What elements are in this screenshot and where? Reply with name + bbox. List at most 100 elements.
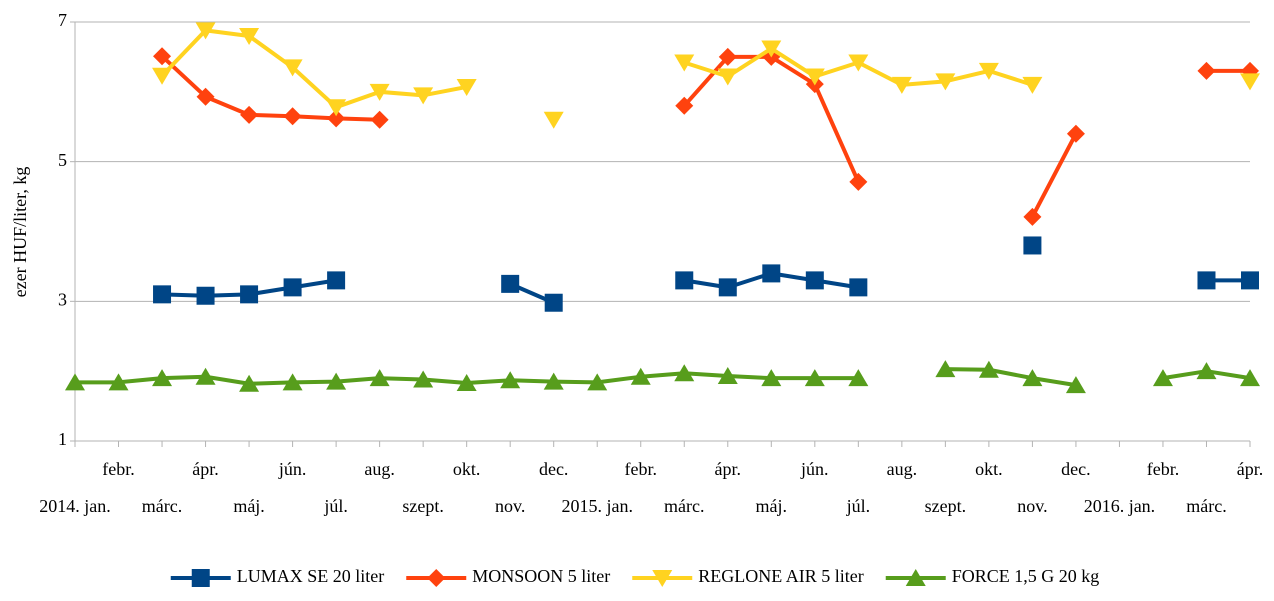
point: [544, 293, 563, 312]
point: [195, 367, 216, 385]
x-tick-label: febr.: [624, 459, 656, 479]
x-tick-label: aug.: [364, 459, 395, 479]
point: [674, 364, 695, 382]
point: [153, 47, 172, 66]
series-line: [160, 54, 1250, 218]
point: [240, 105, 259, 124]
point: [152, 369, 173, 387]
x-tick-label: jún.: [278, 459, 307, 479]
x-tick-label: máj.: [756, 496, 788, 516]
point: [1022, 76, 1043, 94]
y-tick-label: 3: [58, 289, 67, 309]
point: [456, 374, 477, 392]
point: [1196, 362, 1217, 380]
point: [282, 59, 303, 77]
point: [1022, 369, 1043, 387]
x-tick-label: dec.: [1061, 459, 1090, 479]
x-tick-label: márc.: [142, 496, 182, 516]
point: [239, 27, 260, 45]
point: [501, 274, 520, 293]
point: [1197, 61, 1216, 80]
point: [1197, 271, 1216, 290]
point: [413, 87, 434, 105]
point: [718, 47, 737, 66]
point: [848, 54, 869, 72]
point: [978, 62, 999, 80]
x-tick-label: febr.: [1147, 459, 1179, 479]
point: [500, 371, 521, 389]
legend-marker: [427, 569, 446, 587]
x-tick-label: 2015. jan.: [561, 496, 633, 516]
point: [717, 68, 738, 86]
point: [891, 76, 912, 94]
x-tick-label: ápr.: [192, 459, 219, 479]
legend-marker: [905, 569, 926, 586]
point: [761, 369, 782, 387]
legend-label: REGLONE AIR 5 liter: [698, 566, 863, 586]
point: [717, 367, 738, 385]
point: [196, 286, 215, 305]
point: [935, 360, 956, 378]
point: [283, 278, 302, 297]
y-tick-label: 5: [58, 150, 67, 170]
x-tick-label: ápr.: [1237, 459, 1264, 479]
x-tick-label: okt.: [975, 459, 1003, 479]
point: [762, 264, 781, 283]
point: [1023, 207, 1042, 226]
point: [1241, 271, 1259, 290]
point: [327, 109, 346, 128]
point: [326, 372, 347, 390]
legend-label: LUMAX SE 20 liter: [237, 566, 385, 586]
point: [761, 40, 782, 58]
point: [195, 22, 216, 40]
x-tick-label: szept.: [925, 496, 966, 516]
point: [413, 370, 434, 388]
point: [543, 111, 564, 129]
point: [675, 271, 694, 290]
point: [239, 374, 260, 392]
x-tick-label: aug.: [887, 459, 918, 479]
point: [805, 271, 824, 290]
point: [108, 373, 129, 391]
point: [153, 285, 172, 304]
x-tick-label: máj.: [233, 496, 265, 516]
point: [848, 369, 869, 387]
y-axis-label: ezer HUF/liter, kg: [10, 167, 30, 298]
point: [1152, 369, 1173, 387]
y-tick-label: 7: [58, 10, 67, 30]
point: [978, 360, 999, 378]
point: [1065, 376, 1086, 394]
x-tick-label: szept.: [402, 496, 443, 516]
legend-marker: [652, 570, 673, 587]
x-tick-label: okt.: [453, 459, 481, 479]
x-tick-label: nov.: [1017, 496, 1047, 516]
x-tick-label: febr.: [102, 459, 134, 479]
legend-label: FORCE 1,5 G 20 kg: [952, 566, 1100, 586]
x-tick-label: 2016. jan.: [1084, 496, 1156, 516]
legend-label: MONSOON 5 liter: [472, 566, 610, 586]
point: [630, 367, 651, 385]
x-tick-label: 2014. jan.: [39, 496, 111, 516]
point: [283, 107, 302, 126]
point: [240, 285, 259, 304]
point: [587, 373, 608, 391]
point: [326, 99, 347, 117]
x-tick-label: márc.: [664, 496, 704, 516]
point: [369, 83, 390, 101]
x-tick-label: márc.: [1186, 496, 1226, 516]
point: [674, 54, 695, 72]
point: [65, 373, 85, 391]
point: [718, 278, 737, 297]
x-tick-label: jún.: [800, 459, 829, 479]
point: [1240, 73, 1260, 91]
legend-marker: [191, 569, 210, 587]
point: [370, 110, 389, 129]
point: [152, 67, 173, 85]
point: [1240, 369, 1260, 387]
series-line: [162, 30, 1250, 107]
y-tick-label: 1: [58, 429, 67, 449]
x-tick-label: ápr.: [715, 459, 742, 479]
point: [196, 87, 215, 106]
point: [327, 271, 346, 290]
